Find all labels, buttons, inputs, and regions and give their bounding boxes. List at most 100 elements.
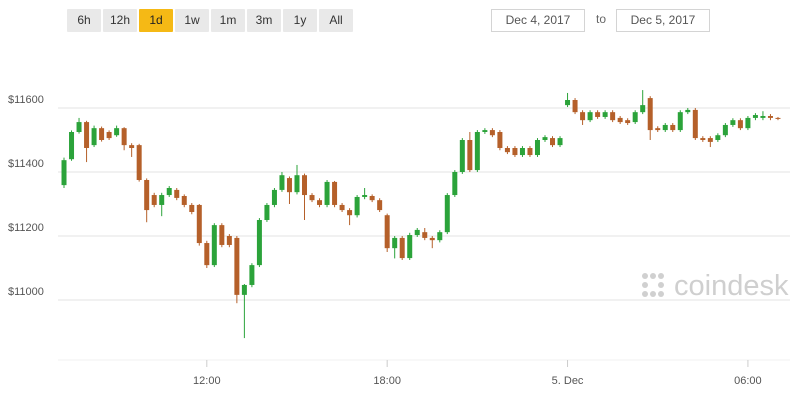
candle-body — [264, 204, 270, 220]
candle-body — [76, 122, 82, 132]
candle-body — [497, 132, 503, 148]
candle-body — [106, 132, 112, 139]
candle-body — [572, 100, 578, 113]
candle-body — [752, 115, 758, 118]
candle-body — [730, 120, 736, 125]
candle-body — [347, 210, 353, 216]
candle-body — [211, 225, 217, 266]
range-buttons: 6h 12h 1d 1w 1m 3m 1y All — [67, 9, 353, 32]
candle-body — [189, 204, 195, 212]
candle-body — [204, 243, 210, 266]
range-button[interactable]: 1d — [139, 9, 173, 32]
candle-body — [685, 109, 691, 113]
candle-body — [69, 132, 75, 160]
range-button[interactable]: 12h — [103, 9, 137, 32]
candle-body — [91, 128, 97, 146]
candle-body — [332, 181, 338, 205]
candle-body — [354, 196, 360, 216]
candle-body — [384, 215, 390, 249]
candle-body — [422, 232, 428, 238]
candle-body — [715, 135, 721, 140]
candle-body — [136, 145, 142, 180]
candle-body — [617, 117, 623, 123]
candle-body — [677, 112, 683, 131]
date-from[interactable]: Dec 4, 2017 — [491, 9, 585, 32]
candle-body — [429, 237, 435, 241]
candle-body — [557, 138, 563, 146]
range-button[interactable]: 1y — [283, 9, 317, 32]
candle-body — [625, 120, 631, 124]
candle-body — [339, 204, 345, 211]
candle-body — [467, 140, 473, 171]
candle-body — [437, 232, 443, 241]
candle-body — [670, 124, 676, 131]
y-tick-label: $11200 — [8, 222, 44, 234]
date-separator: to — [596, 12, 607, 26]
candle-body — [234, 237, 240, 295]
range-button[interactable]: 1w — [175, 9, 209, 32]
candle-body — [114, 128, 120, 136]
candle-body — [317, 200, 323, 205]
candle-body — [196, 204, 202, 244]
x-tick-label: 5. Dec — [552, 375, 584, 387]
candle-body — [587, 112, 593, 121]
x-tick-label: 18:00 — [373, 375, 401, 387]
candle-body — [489, 130, 495, 136]
candle-body — [519, 148, 525, 156]
x-tick-label: 06:00 — [734, 375, 762, 387]
range-button[interactable]: 6h — [67, 9, 101, 32]
candle-body — [271, 189, 277, 205]
x-tick-label: 12:00 — [193, 375, 221, 387]
range-button[interactable]: 1m — [211, 9, 245, 32]
candle-body — [294, 175, 300, 193]
candle-body — [482, 130, 488, 132]
range-button[interactable]: 3m — [247, 9, 281, 32]
candle-body — [647, 98, 653, 131]
candle-body — [565, 100, 571, 106]
candle-body — [181, 196, 187, 205]
candle-body — [595, 112, 601, 117]
candle-body — [459, 140, 465, 172]
candle-body — [504, 148, 510, 153]
date-to[interactable]: Dec 5, 2017 — [616, 9, 710, 32]
candle-body — [226, 236, 232, 245]
candle-body — [512, 148, 518, 156]
y-tick-label: $11600 — [8, 94, 44, 106]
candle-body — [249, 265, 255, 285]
candle-body — [219, 225, 225, 245]
y-tick-label: $11400 — [8, 158, 44, 170]
candle-body — [542, 137, 548, 140]
candle-body — [392, 237, 398, 249]
candle-body — [407, 235, 413, 259]
candle-body — [527, 148, 533, 156]
candle-body — [174, 189, 180, 198]
candle-body — [129, 145, 135, 148]
candle-body — [377, 200, 383, 211]
candle-body — [362, 195, 368, 197]
range-button[interactable]: All — [319, 9, 353, 32]
candle-body — [722, 124, 728, 136]
candle-body — [640, 105, 646, 113]
candle-body — [84, 122, 90, 148]
candle-body — [610, 112, 616, 121]
candle-body — [707, 138, 713, 142]
candle-body — [452, 172, 458, 196]
candle-body — [550, 138, 556, 146]
candle-body — [444, 195, 450, 233]
candle-body — [775, 117, 781, 119]
candle-body — [324, 181, 330, 205]
candle-body — [767, 116, 773, 118]
candle-body — [662, 124, 668, 131]
candle-body — [121, 128, 127, 146]
watermark-logo — [642, 273, 664, 297]
candle-body — [655, 128, 661, 131]
candle-body — [737, 120, 743, 129]
candle-body — [302, 175, 308, 196]
candle-body — [399, 237, 405, 259]
y-tick-label: $11000 — [8, 286, 44, 298]
candle-body — [99, 128, 105, 140]
candle-body — [144, 180, 150, 211]
candle-body — [692, 109, 698, 139]
candle-body — [279, 175, 285, 190]
candle-body — [760, 116, 766, 118]
